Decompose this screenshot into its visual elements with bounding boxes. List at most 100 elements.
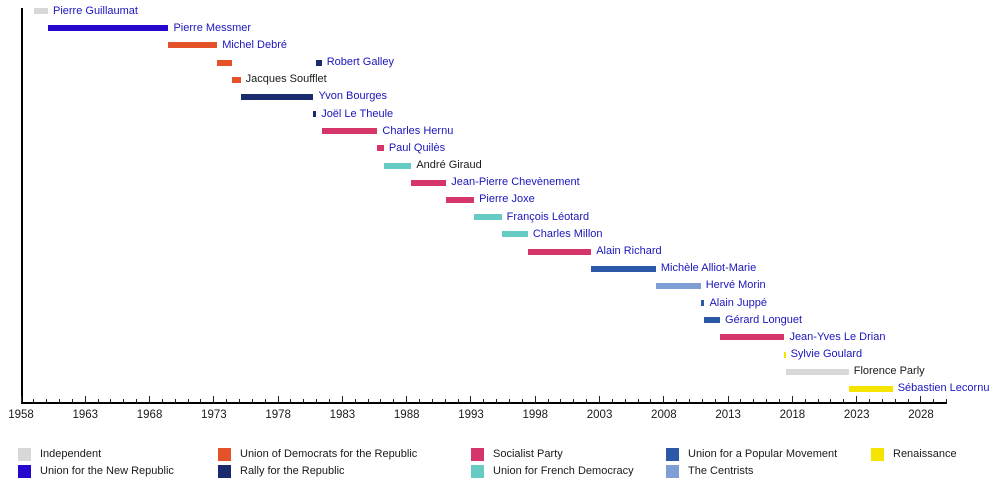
axis-minor-tick [431, 399, 433, 403]
axis-major-tick [791, 396, 793, 403]
timeline-bar [377, 145, 384, 152]
axis-tick-label: 2028 [908, 409, 934, 421]
legend-swatch-ump [666, 448, 679, 461]
timeline-bar [474, 214, 502, 221]
minister-label[interactable]: Alain Richard [596, 245, 662, 258]
axis-tick-label: 1998 [522, 409, 549, 421]
axis-minor-tick [817, 399, 819, 403]
minister-label[interactable]: Charles Millon [532, 227, 603, 240]
minister-label[interactable]: Robert Galley [326, 56, 394, 69]
timeline-bar [240, 93, 314, 100]
legend-label: Union for French Democracy [493, 465, 634, 477]
axis-major-tick [84, 396, 86, 403]
axis-minor-tick [766, 399, 768, 403]
axis-minor-tick [251, 399, 253, 403]
axis-minor-tick [329, 399, 331, 403]
axis-minor-tick [354, 399, 356, 403]
axis-minor-tick [933, 399, 935, 403]
timeline-bar [655, 282, 701, 289]
axis-tick-label: 1958 [8, 409, 34, 421]
axis-major-tick [534, 396, 536, 403]
axis-minor-tick [174, 399, 176, 403]
axis-minor-tick [547, 399, 549, 403]
axis-minor-tick [110, 399, 112, 403]
axis-minor-tick [521, 399, 523, 403]
axis-minor-tick [136, 399, 138, 403]
axis-minor-tick [637, 399, 639, 403]
minister-label[interactable]: Michèle Alliot-Marie [660, 262, 757, 275]
legend-label: Independent [40, 448, 102, 460]
axis-minor-tick [380, 399, 382, 403]
axis-minor-tick [573, 399, 575, 403]
axis-minor-tick [650, 399, 652, 403]
timeline-bar [501, 231, 528, 238]
axis-tick-label: 1978 [265, 409, 291, 421]
axis-major-tick [470, 396, 472, 403]
legend-label: Rally for the Republic [240, 465, 345, 477]
y-axis-line [21, 8, 23, 403]
axis-tick-label: 2023 [843, 409, 870, 421]
axis-tick-label: 2003 [586, 409, 613, 421]
axis-minor-tick [624, 399, 626, 403]
axis-minor-tick [701, 399, 703, 403]
timeline-bar [47, 25, 169, 32]
minister-label[interactable]: Sébastien Lecornu [897, 382, 990, 395]
timeline-bar [527, 248, 592, 255]
minister-label[interactable]: Pierre Joxe [479, 193, 535, 206]
axis-minor-tick [881, 399, 883, 403]
axis-minor-tick [753, 399, 755, 403]
minister-label[interactable]: Sylvie Goulard [790, 348, 863, 361]
timeline-bar [720, 334, 785, 341]
axis-minor-tick [187, 399, 189, 403]
axis-tick-label: 2018 [779, 409, 806, 421]
timeline-bar [316, 59, 322, 66]
axis-minor-tick [894, 399, 896, 403]
axis-tick-label: 2013 [715, 409, 741, 421]
axis-minor-tick [509, 399, 511, 403]
minister-label: Jacques Soufflet [245, 73, 327, 86]
timeline-bar [785, 368, 849, 375]
timeline-bar [168, 42, 218, 49]
axis-major-tick [727, 396, 729, 403]
minister-label: Florence Parly [853, 365, 925, 378]
axis-minor-tick [316, 399, 318, 403]
minister-label[interactable]: Pierre Messmer [173, 21, 252, 34]
axis-minor-tick [457, 399, 459, 403]
minister-label[interactable]: Jean-Yves Le Drian [789, 330, 886, 343]
axis-minor-tick [239, 399, 241, 403]
axis-minor-tick [123, 399, 125, 403]
axis-minor-tick [483, 399, 485, 403]
minister-label[interactable]: Yvon Bourges [318, 90, 387, 103]
legend-swatch-unr [18, 465, 31, 478]
axis-major-tick [920, 396, 922, 403]
minister-label[interactable]: Alain Juppé [709, 296, 767, 309]
minister-label[interactable]: Hervé Morin [705, 279, 766, 292]
axis-minor-tick [779, 399, 781, 403]
axis-major-tick [341, 396, 343, 403]
axis-minor-tick [740, 399, 742, 403]
minister-label[interactable]: Gérard Longuet [725, 313, 803, 326]
minister-label[interactable]: Michel Debré [222, 38, 287, 51]
axis-minor-tick [560, 399, 562, 403]
timeline-bar [446, 196, 475, 203]
axis-minor-tick [393, 399, 395, 403]
minister-label[interactable]: Paul Quilès [388, 141, 446, 154]
axis-tick-label: 1983 [329, 409, 356, 421]
legend-label: Union for the New Republic [40, 465, 174, 477]
axis-minor-tick [226, 399, 228, 403]
axis-minor-tick [303, 399, 305, 403]
minister-label[interactable]: Jean-Pierre Chevènement [451, 176, 580, 189]
timeline-bar [33, 8, 48, 14]
axis-tick-label: 1968 [136, 409, 163, 421]
axis-minor-tick [830, 399, 832, 403]
minister-label[interactable]: Charles Hernu [382, 124, 454, 137]
minister-label[interactable]: François Léotard [506, 210, 590, 223]
axis-minor-tick [264, 399, 266, 403]
legend-label: Union of Democrats for the Republic [240, 448, 418, 460]
minister-label[interactable]: Joël Le Theule [321, 107, 394, 120]
legend-label: Renaissance [893, 448, 957, 460]
timeline-bar [704, 317, 721, 324]
minister-label[interactable]: Pierre Guillaumat [52, 4, 138, 17]
timeline-bar [231, 76, 241, 83]
